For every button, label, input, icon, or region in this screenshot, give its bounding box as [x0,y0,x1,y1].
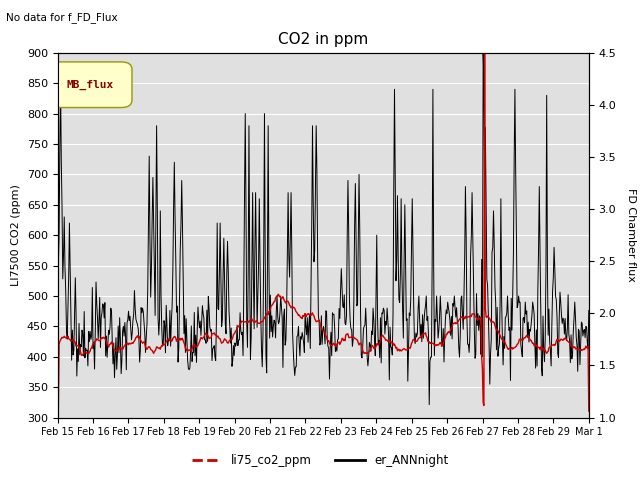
Text: MB_flux: MB_flux [67,80,114,90]
Title: CO2 in ppm: CO2 in ppm [278,33,369,48]
Y-axis label: FD Chamber flux: FD Chamber flux [626,188,636,282]
Legend: li75_co2_ppm, er_ANNnight: li75_co2_ppm, er_ANNnight [187,449,453,472]
Y-axis label: LI7500 CO2 (ppm): LI7500 CO2 (ppm) [11,184,21,286]
FancyBboxPatch shape [50,62,132,108]
Text: No data for f_FD_Flux: No data for f_FD_Flux [6,12,118,23]
